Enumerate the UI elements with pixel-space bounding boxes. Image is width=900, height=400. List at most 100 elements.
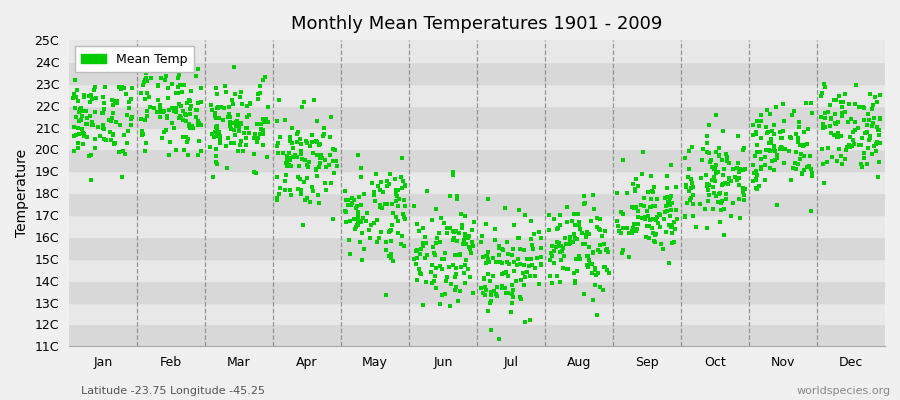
Point (629, 226, 643, 232)
Point (434, 215, 448, 221)
Point (446, 237, 460, 244)
Point (395, 185, 410, 191)
Point (616, 247, 630, 254)
Point (353, 239, 367, 245)
Point (284, 125, 299, 132)
Point (104, 137, 119, 143)
Point (647, 184, 662, 190)
Point (791, 161, 806, 168)
Point (284, 192, 299, 198)
Point (730, 177, 744, 183)
Point (491, 252, 506, 258)
Point (140, 90, 155, 96)
Point (365, 180, 380, 186)
Point (211, 133, 225, 139)
Point (208, 110, 222, 117)
Point (490, 293, 504, 299)
Point (97, 126, 112, 132)
Point (409, 261, 423, 268)
Point (354, 219, 368, 225)
Point (768, 157, 782, 164)
Point (705, 177, 719, 184)
Y-axis label: Temperature: Temperature (15, 149, 29, 237)
Point (364, 235, 378, 242)
Point (702, 122, 716, 128)
Point (848, 119, 862, 125)
Point (219, 89, 233, 96)
Point (256, 118, 271, 125)
Point (709, 193, 724, 199)
Point (458, 257, 473, 263)
Point (298, 197, 312, 203)
Point (272, 97, 286, 103)
Point (526, 230, 541, 237)
Point (376, 189, 391, 195)
Point (572, 253, 586, 259)
Point (658, 195, 672, 201)
Point (597, 263, 611, 270)
Point (834, 110, 849, 116)
Point (716, 181, 731, 187)
Point (447, 287, 462, 294)
Point (202, 144, 217, 150)
Point (836, 98, 850, 105)
Point (746, 178, 760, 184)
Point (452, 229, 466, 236)
Point (510, 256, 525, 262)
Point (310, 173, 324, 179)
Point (205, 106, 220, 113)
Point (659, 229, 673, 235)
Point (80, 120, 94, 127)
Point (719, 190, 733, 197)
Point (138, 148, 152, 154)
Point (572, 218, 586, 225)
Point (585, 270, 599, 276)
Point (256, 126, 270, 133)
Point (254, 120, 268, 127)
Point (79, 134, 94, 140)
Point (144, 75, 158, 81)
Point (706, 166, 721, 172)
Point (575, 240, 590, 247)
Point (862, 91, 877, 98)
Point (68, 114, 83, 120)
Point (208, 112, 222, 119)
Point (140, 78, 154, 84)
Bar (69, 324, 885, 346)
Point (749, 185, 763, 192)
Point (429, 285, 444, 291)
Point (249, 139, 264, 146)
Point (860, 129, 874, 136)
Point (860, 145, 875, 152)
Point (153, 102, 167, 108)
Point (158, 76, 172, 83)
Point (71, 145, 86, 151)
Point (95, 110, 110, 116)
Point (450, 238, 464, 244)
Point (313, 160, 328, 166)
Point (110, 100, 124, 106)
Point (292, 176, 307, 183)
Point (222, 111, 237, 118)
Point (299, 138, 313, 144)
Point (80, 115, 94, 121)
Point (66, 95, 80, 101)
Point (377, 200, 392, 207)
Point (861, 137, 876, 144)
Point (115, 84, 130, 90)
Point (191, 118, 205, 124)
Point (339, 196, 354, 203)
Point (354, 202, 368, 208)
Point (491, 245, 506, 252)
Point (660, 185, 674, 192)
Point (482, 259, 497, 265)
Point (746, 122, 760, 129)
Point (184, 103, 198, 109)
Point (87, 109, 102, 116)
Point (370, 239, 384, 246)
Point (506, 246, 520, 253)
Point (424, 268, 438, 275)
Point (481, 256, 495, 262)
Point (121, 128, 135, 134)
Point (474, 284, 489, 291)
